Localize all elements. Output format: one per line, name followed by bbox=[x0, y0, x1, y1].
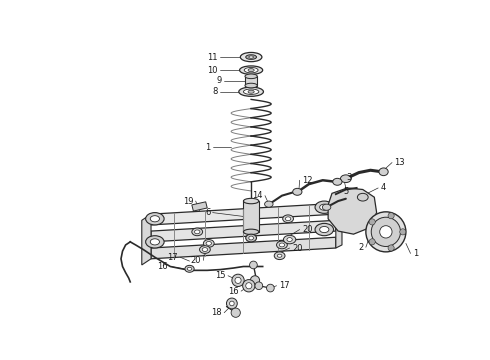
Circle shape bbox=[229, 301, 234, 306]
Ellipse shape bbox=[379, 168, 388, 176]
Ellipse shape bbox=[246, 234, 257, 242]
Circle shape bbox=[249, 261, 257, 269]
Ellipse shape bbox=[244, 89, 259, 94]
Text: 3: 3 bbox=[346, 174, 351, 183]
Ellipse shape bbox=[293, 188, 302, 195]
Ellipse shape bbox=[203, 239, 214, 247]
Text: 1: 1 bbox=[205, 143, 210, 152]
Ellipse shape bbox=[380, 226, 392, 238]
Ellipse shape bbox=[249, 56, 253, 58]
Ellipse shape bbox=[315, 201, 334, 213]
Ellipse shape bbox=[195, 230, 200, 234]
Ellipse shape bbox=[287, 238, 293, 242]
Ellipse shape bbox=[276, 241, 287, 249]
Text: 18: 18 bbox=[211, 308, 222, 317]
Circle shape bbox=[388, 245, 394, 251]
Text: 12: 12 bbox=[302, 176, 313, 185]
Ellipse shape bbox=[192, 228, 203, 236]
Ellipse shape bbox=[244, 198, 259, 204]
Ellipse shape bbox=[283, 235, 296, 244]
Ellipse shape bbox=[283, 215, 294, 222]
Ellipse shape bbox=[245, 83, 257, 88]
Text: 9: 9 bbox=[217, 76, 222, 85]
Polygon shape bbox=[142, 214, 151, 265]
Ellipse shape bbox=[246, 55, 257, 59]
Text: 1: 1 bbox=[413, 249, 418, 258]
Ellipse shape bbox=[239, 87, 264, 96]
Ellipse shape bbox=[244, 67, 258, 73]
Circle shape bbox=[255, 282, 263, 289]
Circle shape bbox=[250, 276, 260, 285]
Text: 11: 11 bbox=[208, 53, 218, 62]
Ellipse shape bbox=[150, 216, 160, 222]
Text: 2: 2 bbox=[358, 243, 364, 252]
Ellipse shape bbox=[341, 175, 351, 183]
Circle shape bbox=[267, 284, 274, 292]
Ellipse shape bbox=[244, 229, 259, 235]
Text: 8: 8 bbox=[213, 87, 218, 96]
Circle shape bbox=[232, 274, 244, 287]
Text: 5: 5 bbox=[343, 186, 349, 195]
Ellipse shape bbox=[240, 53, 262, 62]
Text: 14: 14 bbox=[252, 191, 263, 200]
Circle shape bbox=[226, 298, 237, 309]
Ellipse shape bbox=[279, 243, 285, 247]
Text: 13: 13 bbox=[394, 158, 405, 167]
Text: 15: 15 bbox=[215, 271, 226, 280]
Ellipse shape bbox=[322, 204, 331, 210]
Ellipse shape bbox=[199, 246, 210, 253]
Text: 17: 17 bbox=[279, 281, 290, 290]
Polygon shape bbox=[151, 237, 336, 259]
Ellipse shape bbox=[146, 213, 164, 225]
Ellipse shape bbox=[333, 178, 342, 185]
Text: 17: 17 bbox=[168, 253, 178, 262]
Polygon shape bbox=[151, 203, 336, 225]
Circle shape bbox=[369, 239, 375, 245]
Text: 20: 20 bbox=[292, 243, 302, 252]
Text: 20: 20 bbox=[191, 256, 201, 265]
Text: 10: 10 bbox=[208, 66, 218, 75]
Text: 20: 20 bbox=[302, 225, 313, 234]
Circle shape bbox=[243, 280, 255, 292]
Ellipse shape bbox=[202, 248, 208, 252]
Ellipse shape bbox=[185, 265, 194, 272]
Polygon shape bbox=[151, 220, 336, 242]
Ellipse shape bbox=[265, 201, 273, 207]
Ellipse shape bbox=[245, 74, 257, 78]
Ellipse shape bbox=[319, 226, 329, 233]
Text: 19: 19 bbox=[183, 197, 194, 206]
Polygon shape bbox=[336, 200, 342, 248]
Text: 16: 16 bbox=[228, 287, 239, 296]
Ellipse shape bbox=[248, 69, 254, 72]
Ellipse shape bbox=[357, 193, 368, 201]
Circle shape bbox=[369, 219, 375, 225]
Ellipse shape bbox=[319, 204, 329, 210]
Circle shape bbox=[235, 277, 241, 283]
Circle shape bbox=[246, 283, 252, 289]
Bar bbox=[244, 201, 259, 232]
Circle shape bbox=[388, 213, 394, 219]
Circle shape bbox=[400, 229, 406, 235]
Ellipse shape bbox=[206, 242, 212, 245]
Ellipse shape bbox=[249, 236, 253, 240]
Ellipse shape bbox=[285, 217, 291, 221]
Polygon shape bbox=[192, 202, 207, 211]
Bar bbox=[245, 76, 257, 86]
Ellipse shape bbox=[277, 254, 282, 257]
Ellipse shape bbox=[240, 66, 263, 75]
Text: 4: 4 bbox=[381, 184, 386, 193]
Ellipse shape bbox=[274, 252, 285, 260]
Ellipse shape bbox=[371, 217, 400, 247]
Ellipse shape bbox=[187, 267, 192, 270]
Circle shape bbox=[231, 308, 240, 317]
Ellipse shape bbox=[150, 239, 160, 245]
Ellipse shape bbox=[366, 212, 406, 252]
Polygon shape bbox=[328, 188, 377, 234]
Ellipse shape bbox=[248, 90, 254, 93]
Text: 16: 16 bbox=[157, 262, 168, 271]
Ellipse shape bbox=[315, 223, 334, 236]
Ellipse shape bbox=[146, 236, 164, 248]
Text: 6: 6 bbox=[205, 208, 210, 217]
